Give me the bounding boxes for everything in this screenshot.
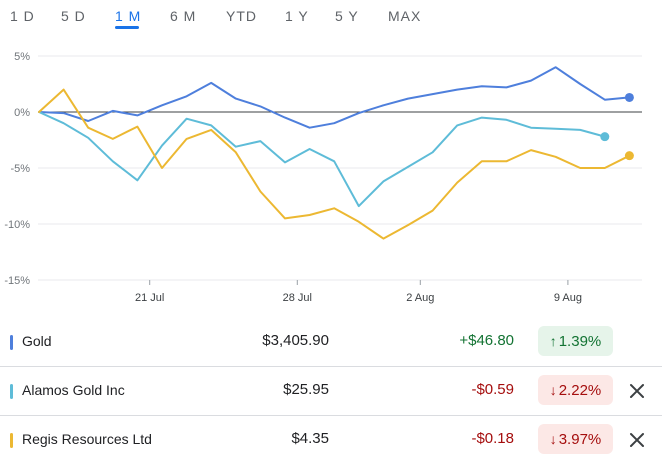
series-color-swatch — [10, 433, 13, 448]
tab-6m[interactable]: 6 M — [170, 8, 197, 24]
close-icon — [630, 384, 644, 398]
asset-name: Alamos Gold Inc — [22, 382, 125, 398]
series-line-1 — [38, 111, 606, 208]
series-endpoint-0 — [624, 92, 634, 102]
percent-change: 1.39% — [558, 332, 602, 350]
arrow-up-icon: ↑ — [549, 333, 557, 349]
percent-change-badge: ↓ 3.97% — [538, 424, 613, 454]
series-line-2 — [38, 88, 631, 240]
price-comparison-chart: 5% 0% -5% -10% -15% 21 Jul 28 Jul 2 Aug 9 Aug — [4, 51, 642, 304]
comparison-row-gold[interactable]: Gold $3,405.90 +$46.80 ↑ 1.39% — [0, 318, 662, 366]
price-change: -$0.59 — [471, 381, 514, 398]
asset-price: $3,405.90 — [262, 332, 329, 349]
arrow-down-icon: ↓ — [549, 382, 557, 398]
series-color-swatch — [10, 335, 13, 350]
y-tick-label: 5% — [14, 51, 30, 63]
y-tick-label: -15% — [4, 275, 30, 287]
active-tab-indicator — [115, 26, 139, 29]
series-color-swatch — [10, 384, 13, 399]
x-tick-label: 28 Jul — [283, 292, 312, 304]
asset-price: $25.95 — [283, 381, 329, 398]
asset-name: Gold — [22, 333, 52, 349]
percent-change: 3.97% — [558, 430, 602, 448]
percent-change: 2.22% — [558, 381, 602, 399]
comparison-row-alamos[interactable]: Alamos Gold Inc $25.95 -$0.59 ↓ 2.22% — [0, 366, 662, 415]
arrow-down-icon: ↓ — [549, 431, 557, 447]
tab-max[interactable]: MAX — [388, 8, 422, 24]
close-icon — [630, 433, 644, 447]
asset-name: Regis Resources Ltd — [22, 431, 152, 447]
remove-comparison-button[interactable] — [626, 380, 648, 402]
chart-x-axis: 21 Jul 28 Jul 2 Aug 9 Aug — [135, 280, 582, 304]
series-endpoint-2 — [624, 151, 634, 161]
x-tick-label: 21 Jul — [135, 292, 164, 304]
tab-ytd[interactable]: YTD — [226, 8, 257, 24]
y-tick-label: -10% — [4, 219, 30, 231]
percent-change-badge: ↑ 1.39% — [538, 326, 613, 356]
price-change: -$0.18 — [471, 430, 514, 447]
x-tick-label: 2 Aug — [406, 292, 434, 304]
chart-series — [38, 66, 634, 240]
percent-change-badge: ↓ 2.22% — [538, 375, 613, 405]
comparison-row-regis[interactable]: Regis Resources Ltd $4.35 -$0.18 ↓ 3.97% — [0, 415, 662, 464]
tab-5y[interactable]: 5 Y — [335, 8, 359, 24]
range-tabs: 1 D 5 D 1 M 6 M YTD 1 Y 5 Y MAX — [0, 0, 671, 34]
tab-5d[interactable]: 5 D — [61, 8, 86, 24]
series-endpoint-1 — [600, 132, 610, 142]
y-tick-label: 0% — [14, 107, 30, 119]
chart-grid: 5% 0% -5% -10% -15% — [4, 51, 642, 287]
price-change: +$46.80 — [459, 332, 514, 349]
asset-price: $4.35 — [291, 430, 329, 447]
tab-1d[interactable]: 1 D — [10, 8, 35, 24]
y-tick-label: -5% — [10, 163, 30, 175]
tab-1y[interactable]: 1 Y — [285, 8, 309, 24]
remove-comparison-button[interactable] — [626, 429, 648, 451]
tab-1m[interactable]: 1 M — [115, 8, 142, 24]
series-line-0 — [38, 66, 631, 129]
x-tick-label: 9 Aug — [554, 292, 582, 304]
